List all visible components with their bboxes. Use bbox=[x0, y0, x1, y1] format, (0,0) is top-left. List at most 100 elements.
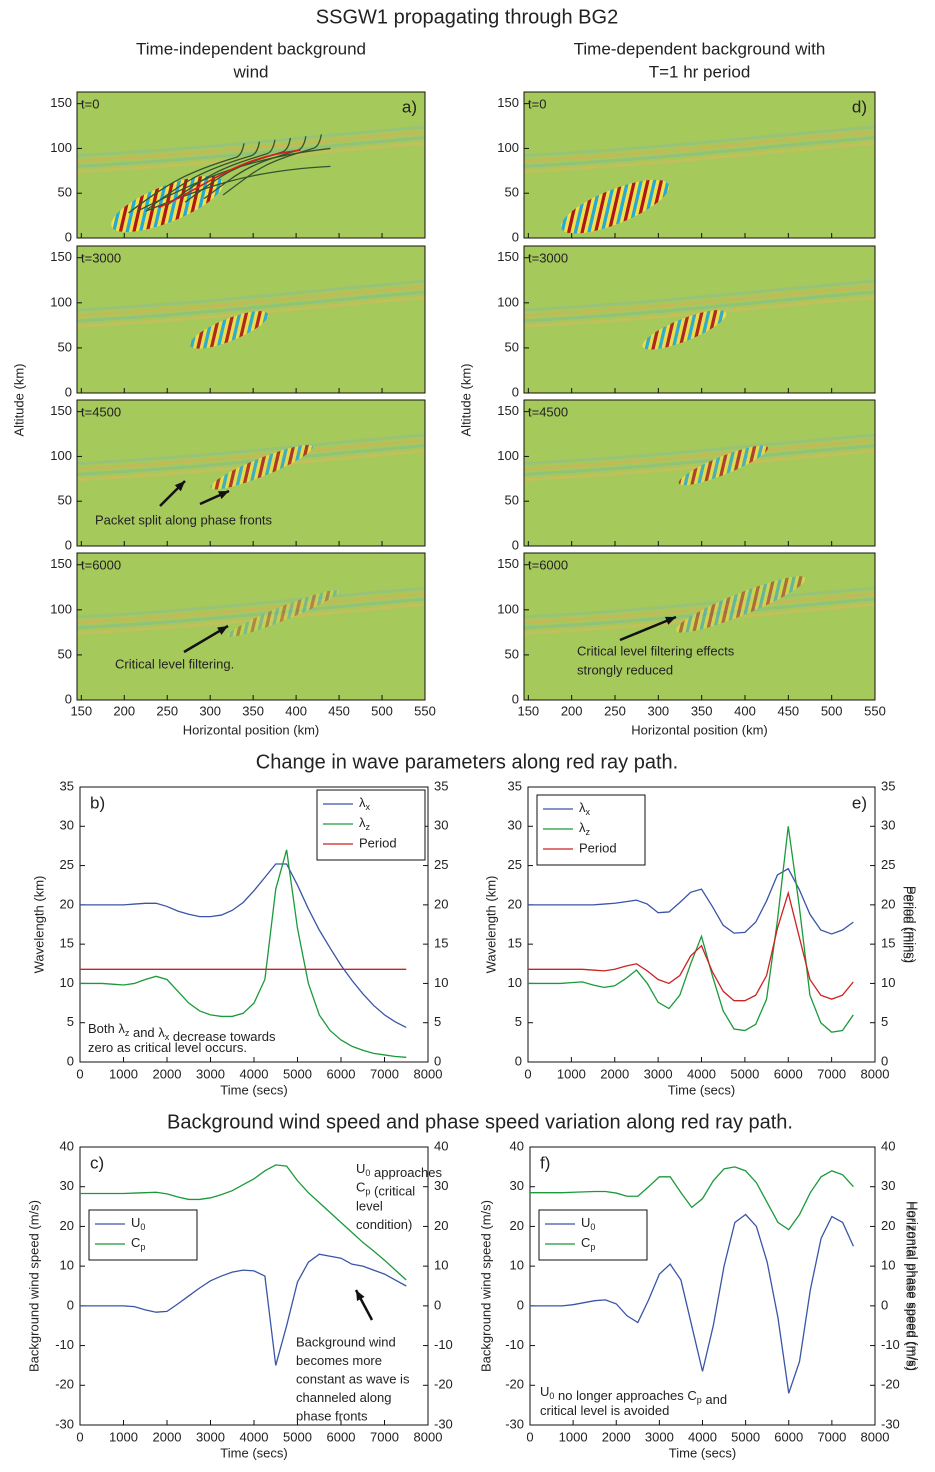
phase-front bbox=[760, 574, 774, 614]
panel-time-label: t=6000 bbox=[81, 557, 121, 572]
phase-front bbox=[708, 595, 722, 635]
y-tick-label: 100 bbox=[50, 140, 72, 155]
phase-front bbox=[129, 187, 146, 238]
phase-front bbox=[296, 590, 308, 621]
y-tick-label: 100 bbox=[497, 448, 519, 463]
arrow-head bbox=[174, 481, 185, 492]
phase-front bbox=[738, 583, 751, 623]
arrow-head bbox=[218, 491, 229, 500]
y-tick-label: 10 bbox=[60, 975, 74, 990]
annotation: Critical level filtering. bbox=[115, 656, 234, 671]
x-tick-label: 7000 bbox=[817, 1066, 846, 1081]
y-tick-label: -10 bbox=[505, 1337, 524, 1352]
panel-frame bbox=[523, 91, 876, 239]
legend-label: Cp bbox=[581, 1235, 595, 1252]
phase-front bbox=[723, 589, 736, 629]
phase-front bbox=[712, 593, 725, 634]
x-tick-label: 7000 bbox=[370, 1429, 399, 1444]
x-tick-label: 3000 bbox=[196, 1066, 225, 1081]
y2-tick-label: 0 bbox=[434, 1053, 441, 1068]
field-plot bbox=[77, 246, 425, 393]
y-tick-label: 40 bbox=[510, 1138, 524, 1153]
phase-front bbox=[618, 175, 635, 230]
x-tick-label: 8000 bbox=[861, 1066, 890, 1081]
phase-front bbox=[177, 168, 195, 225]
ray-path bbox=[165, 139, 276, 207]
y-tick-label: 20 bbox=[60, 1218, 74, 1233]
phase-front bbox=[244, 454, 257, 490]
y-tick-label: 150 bbox=[497, 95, 519, 110]
y2-tick-label: -30 bbox=[881, 1416, 900, 1431]
phase-front bbox=[215, 313, 229, 353]
y-tick-label: 50 bbox=[58, 185, 72, 200]
y2-tick-label: 40 bbox=[881, 1138, 895, 1153]
y-tick-label: -20 bbox=[55, 1377, 74, 1392]
x-tick-label: 250 bbox=[604, 703, 626, 718]
phase-front bbox=[267, 445, 279, 481]
y-tick-label: 30 bbox=[60, 818, 74, 833]
phase-front bbox=[752, 577, 766, 617]
phase-front bbox=[697, 599, 711, 640]
x-axis-label: Time (secs) bbox=[668, 1082, 735, 1097]
y2-tick-label: 40 bbox=[434, 1138, 448, 1153]
data-line bbox=[80, 1164, 407, 1281]
y-tick-label: 0 bbox=[517, 1297, 524, 1312]
phase-front bbox=[226, 308, 240, 349]
section-title: Background wind speed and phase speed va… bbox=[167, 1111, 793, 1133]
annotation: U0 approaches bbox=[356, 1161, 442, 1180]
annotation: Background wind bbox=[296, 1334, 396, 1349]
phase-front bbox=[274, 599, 285, 630]
phase-front bbox=[721, 446, 733, 482]
phase-front bbox=[710, 450, 722, 486]
x-tick-label: 400 bbox=[734, 703, 756, 718]
field-plot bbox=[77, 400, 425, 546]
y-tick-label: 150 bbox=[50, 95, 72, 110]
annotation: level bbox=[356, 1198, 383, 1213]
y-tick-label: 0 bbox=[65, 537, 72, 552]
field-plot bbox=[524, 92, 875, 238]
y-tick-label: 20 bbox=[508, 896, 522, 911]
phase-front bbox=[702, 453, 715, 489]
legend-label: λx bbox=[579, 800, 591, 817]
annotation: Packet split along phase fronts bbox=[95, 512, 273, 527]
phase-front bbox=[595, 184, 612, 238]
x-tick-label: 1000 bbox=[109, 1429, 138, 1444]
phase-front bbox=[719, 590, 733, 631]
annotation: condition) bbox=[356, 1217, 412, 1232]
y-tick-label: -30 bbox=[55, 1416, 74, 1431]
x-axis-label: Horizontal position (km) bbox=[631, 722, 768, 737]
phase-front bbox=[681, 308, 695, 349]
panel-frame bbox=[76, 552, 426, 701]
y-tick-label: 15 bbox=[508, 936, 522, 951]
x-axis-label: Horizontal position (km) bbox=[183, 722, 320, 737]
y2-tick-label: -10 bbox=[881, 1337, 900, 1352]
phase-front bbox=[674, 311, 688, 352]
phase-front bbox=[603, 181, 620, 236]
phase-front bbox=[741, 581, 755, 622]
phase-front bbox=[717, 447, 730, 483]
annotation: strongly reduced bbox=[577, 662, 673, 677]
background-band bbox=[524, 130, 875, 163]
x-tick-label: 500 bbox=[371, 703, 393, 718]
phase-front bbox=[581, 190, 598, 238]
background-band bbox=[524, 592, 875, 624]
background-band bbox=[524, 141, 875, 174]
annotation: Critical level filtering effects bbox=[577, 643, 735, 658]
y-axis-label: Wavelength (km) bbox=[31, 876, 46, 974]
phase-front bbox=[173, 169, 191, 227]
y2-tick-label: 25 bbox=[434, 857, 448, 872]
phase-front bbox=[725, 444, 737, 480]
panel-letter: a) bbox=[402, 97, 417, 116]
phase-front bbox=[666, 314, 680, 355]
phase-front bbox=[266, 602, 278, 633]
x-tick-label: 0 bbox=[526, 1429, 533, 1444]
x-axis-label: Time (secs) bbox=[220, 1445, 287, 1460]
y2-tick-label: 30 bbox=[881, 1178, 895, 1193]
phase-front bbox=[670, 313, 684, 353]
phase-front bbox=[281, 596, 293, 627]
phase-front bbox=[233, 458, 246, 494]
x-tick-label: 3000 bbox=[196, 1429, 225, 1444]
phase-front bbox=[706, 452, 719, 488]
data-line bbox=[80, 1253, 407, 1366]
panel-time-label: t=0 bbox=[81, 96, 99, 111]
